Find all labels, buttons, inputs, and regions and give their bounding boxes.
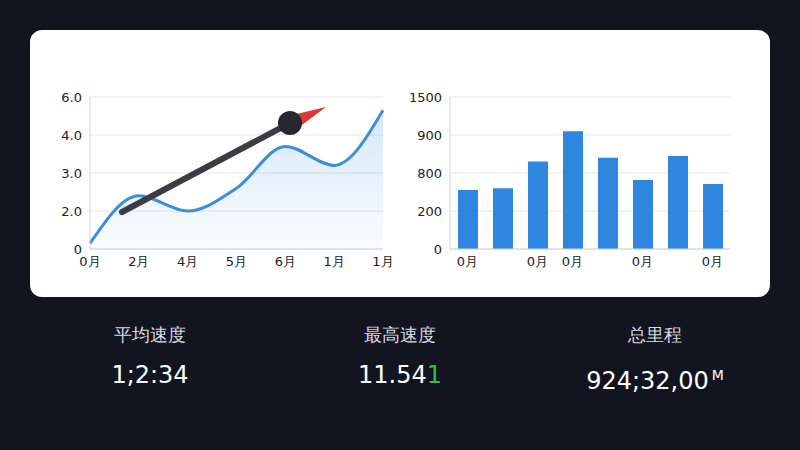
html-text:最高速度: 最高速度 [364, 324, 436, 345]
html-text:1;2:34: 1;2:34 [111, 361, 189, 389]
html-text:11.54 1: 11.54 1 [358, 361, 442, 389]
svg-text:200: 200 [417, 204, 442, 219]
svg-text:0月: 0月 [562, 254, 583, 269]
svg-text:4.0: 4.0 [61, 128, 82, 143]
svg-text:0月: 0月 [702, 254, 723, 269]
svg-text:6.0: 6.0 [61, 90, 82, 105]
svg-text:6月: 6月 [275, 254, 296, 269]
svg-text:4月: 4月 [177, 254, 198, 269]
svg-text:0月: 0月 [79, 254, 100, 269]
html-text:924;32,00M: 924;32,00M [586, 367, 724, 395]
svg-text:0月: 0月 [632, 254, 653, 269]
svg-text:900: 900 [417, 128, 442, 143]
svg-text:1500: 1500 [409, 90, 442, 105]
svg-text:0: 0 [434, 242, 442, 257]
svg-text:1月: 1月 [372, 254, 393, 269]
svg-text:0月: 0月 [457, 254, 478, 269]
svg-text:0: 0 [74, 242, 82, 257]
html-text:平均速度: 平均速度 [114, 324, 186, 345]
svg-text:2.0: 2.0 [61, 204, 82, 219]
html-text:总里程: 总里程 [628, 324, 682, 345]
svg-text:0月: 0月 [527, 254, 548, 269]
svg-text:3.0: 3.0 [61, 166, 82, 181]
svg-text:5月: 5月 [226, 254, 247, 269]
svg-text:1月: 1月 [324, 254, 345, 269]
svg-text:2月: 2月 [128, 254, 149, 269]
svg-text:800: 800 [417, 166, 442, 181]
